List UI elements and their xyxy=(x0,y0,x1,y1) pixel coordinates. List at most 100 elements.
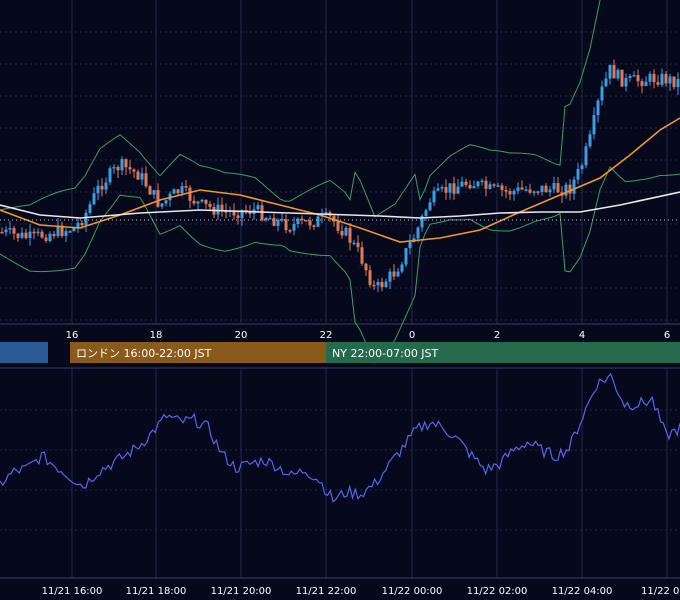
candle xyxy=(404,247,408,268)
candle-body xyxy=(536,191,540,193)
candle-body xyxy=(528,189,532,193)
candle-body xyxy=(592,115,596,135)
candle-body xyxy=(8,228,12,230)
candle-body xyxy=(200,199,204,202)
session-ny[interactable]: NY 22:00-07:00 JST xyxy=(326,342,680,363)
candle xyxy=(140,167,144,186)
candle xyxy=(492,183,496,188)
osc-x-tick-label: 11/22 00:00 xyxy=(382,586,443,597)
candle-body xyxy=(540,185,544,192)
candle xyxy=(384,278,388,288)
candle-body xyxy=(240,210,244,218)
candle xyxy=(624,73,628,92)
candle-body xyxy=(112,167,116,169)
candle-body xyxy=(352,242,356,245)
candle xyxy=(432,186,436,206)
candle xyxy=(236,210,240,225)
candle-body xyxy=(524,189,528,191)
candle xyxy=(68,230,72,233)
bollinger-bands xyxy=(0,0,680,364)
candle-body xyxy=(76,222,80,228)
candle-body xyxy=(164,200,168,204)
candle xyxy=(148,184,152,195)
candle xyxy=(204,199,208,209)
bollinger-upper xyxy=(0,0,601,218)
candle xyxy=(496,182,500,187)
candle xyxy=(92,187,96,206)
candle-body xyxy=(396,271,400,277)
candle-body xyxy=(460,181,464,187)
candle xyxy=(368,265,372,288)
candle-body xyxy=(264,218,268,221)
candle xyxy=(540,185,544,196)
candle-body xyxy=(108,168,112,183)
candle xyxy=(440,184,444,192)
candle-body xyxy=(416,227,420,239)
candle-body xyxy=(608,64,612,79)
candle-body xyxy=(664,73,668,84)
candle-body xyxy=(368,270,372,285)
candle xyxy=(76,217,80,233)
candle-body xyxy=(636,75,640,82)
candle-body xyxy=(308,220,312,226)
candle xyxy=(604,71,608,88)
candle xyxy=(0,227,4,234)
candle xyxy=(484,176,488,197)
candle xyxy=(200,199,204,203)
candle xyxy=(364,262,368,276)
candle xyxy=(196,200,200,211)
candle-body xyxy=(332,215,336,222)
candle xyxy=(452,176,456,200)
candle xyxy=(60,221,64,238)
candle-body xyxy=(428,202,432,211)
candle-body xyxy=(312,225,316,227)
candle-body xyxy=(496,185,500,187)
candle xyxy=(400,261,404,274)
candle xyxy=(164,199,168,207)
candle-body xyxy=(268,217,272,220)
candle xyxy=(96,179,100,201)
candle xyxy=(428,198,432,211)
candle-body xyxy=(348,227,352,243)
osc-x-tick-label: 11/21 18:00 xyxy=(126,586,187,597)
candle xyxy=(24,228,28,240)
candle xyxy=(456,179,460,194)
session-tokyo-band xyxy=(0,342,48,363)
price-x-tick-label: 16 xyxy=(66,330,79,341)
candle xyxy=(276,218,280,232)
candle xyxy=(588,130,592,149)
candle xyxy=(152,190,156,199)
price-x-axis: 16 18 20 22 0 2 4 6 xyxy=(66,330,671,341)
candle xyxy=(536,190,540,196)
candle xyxy=(672,76,676,90)
candle-body xyxy=(424,210,428,216)
candle xyxy=(188,184,192,209)
candle-body xyxy=(120,159,124,171)
candle xyxy=(336,214,340,234)
candle xyxy=(476,180,480,189)
candle xyxy=(408,234,412,255)
candle xyxy=(420,214,424,232)
session-london[interactable]: ロンドン 16:00-22:00 JST xyxy=(70,342,326,363)
candle-body xyxy=(92,193,96,205)
candle-body xyxy=(136,171,140,180)
candle xyxy=(460,176,464,188)
candle-body xyxy=(124,159,128,168)
candle xyxy=(172,188,176,194)
candle xyxy=(108,165,112,186)
candle xyxy=(12,225,16,240)
candle xyxy=(244,204,248,215)
candle-body xyxy=(176,189,180,194)
candle-body xyxy=(384,281,388,288)
candle-body xyxy=(288,230,292,232)
candle-body xyxy=(184,186,188,188)
candle-body xyxy=(492,184,496,186)
candle-body xyxy=(652,73,656,83)
session-bar[interactable]: ロンドン 16:00-22:00 JST NY 22:00-07:00 JST xyxy=(0,342,680,363)
candle-body xyxy=(612,64,616,79)
candle xyxy=(580,162,584,174)
candle-body xyxy=(484,180,488,189)
candle-body xyxy=(280,219,284,221)
session-tokyo[interactable] xyxy=(0,342,48,363)
